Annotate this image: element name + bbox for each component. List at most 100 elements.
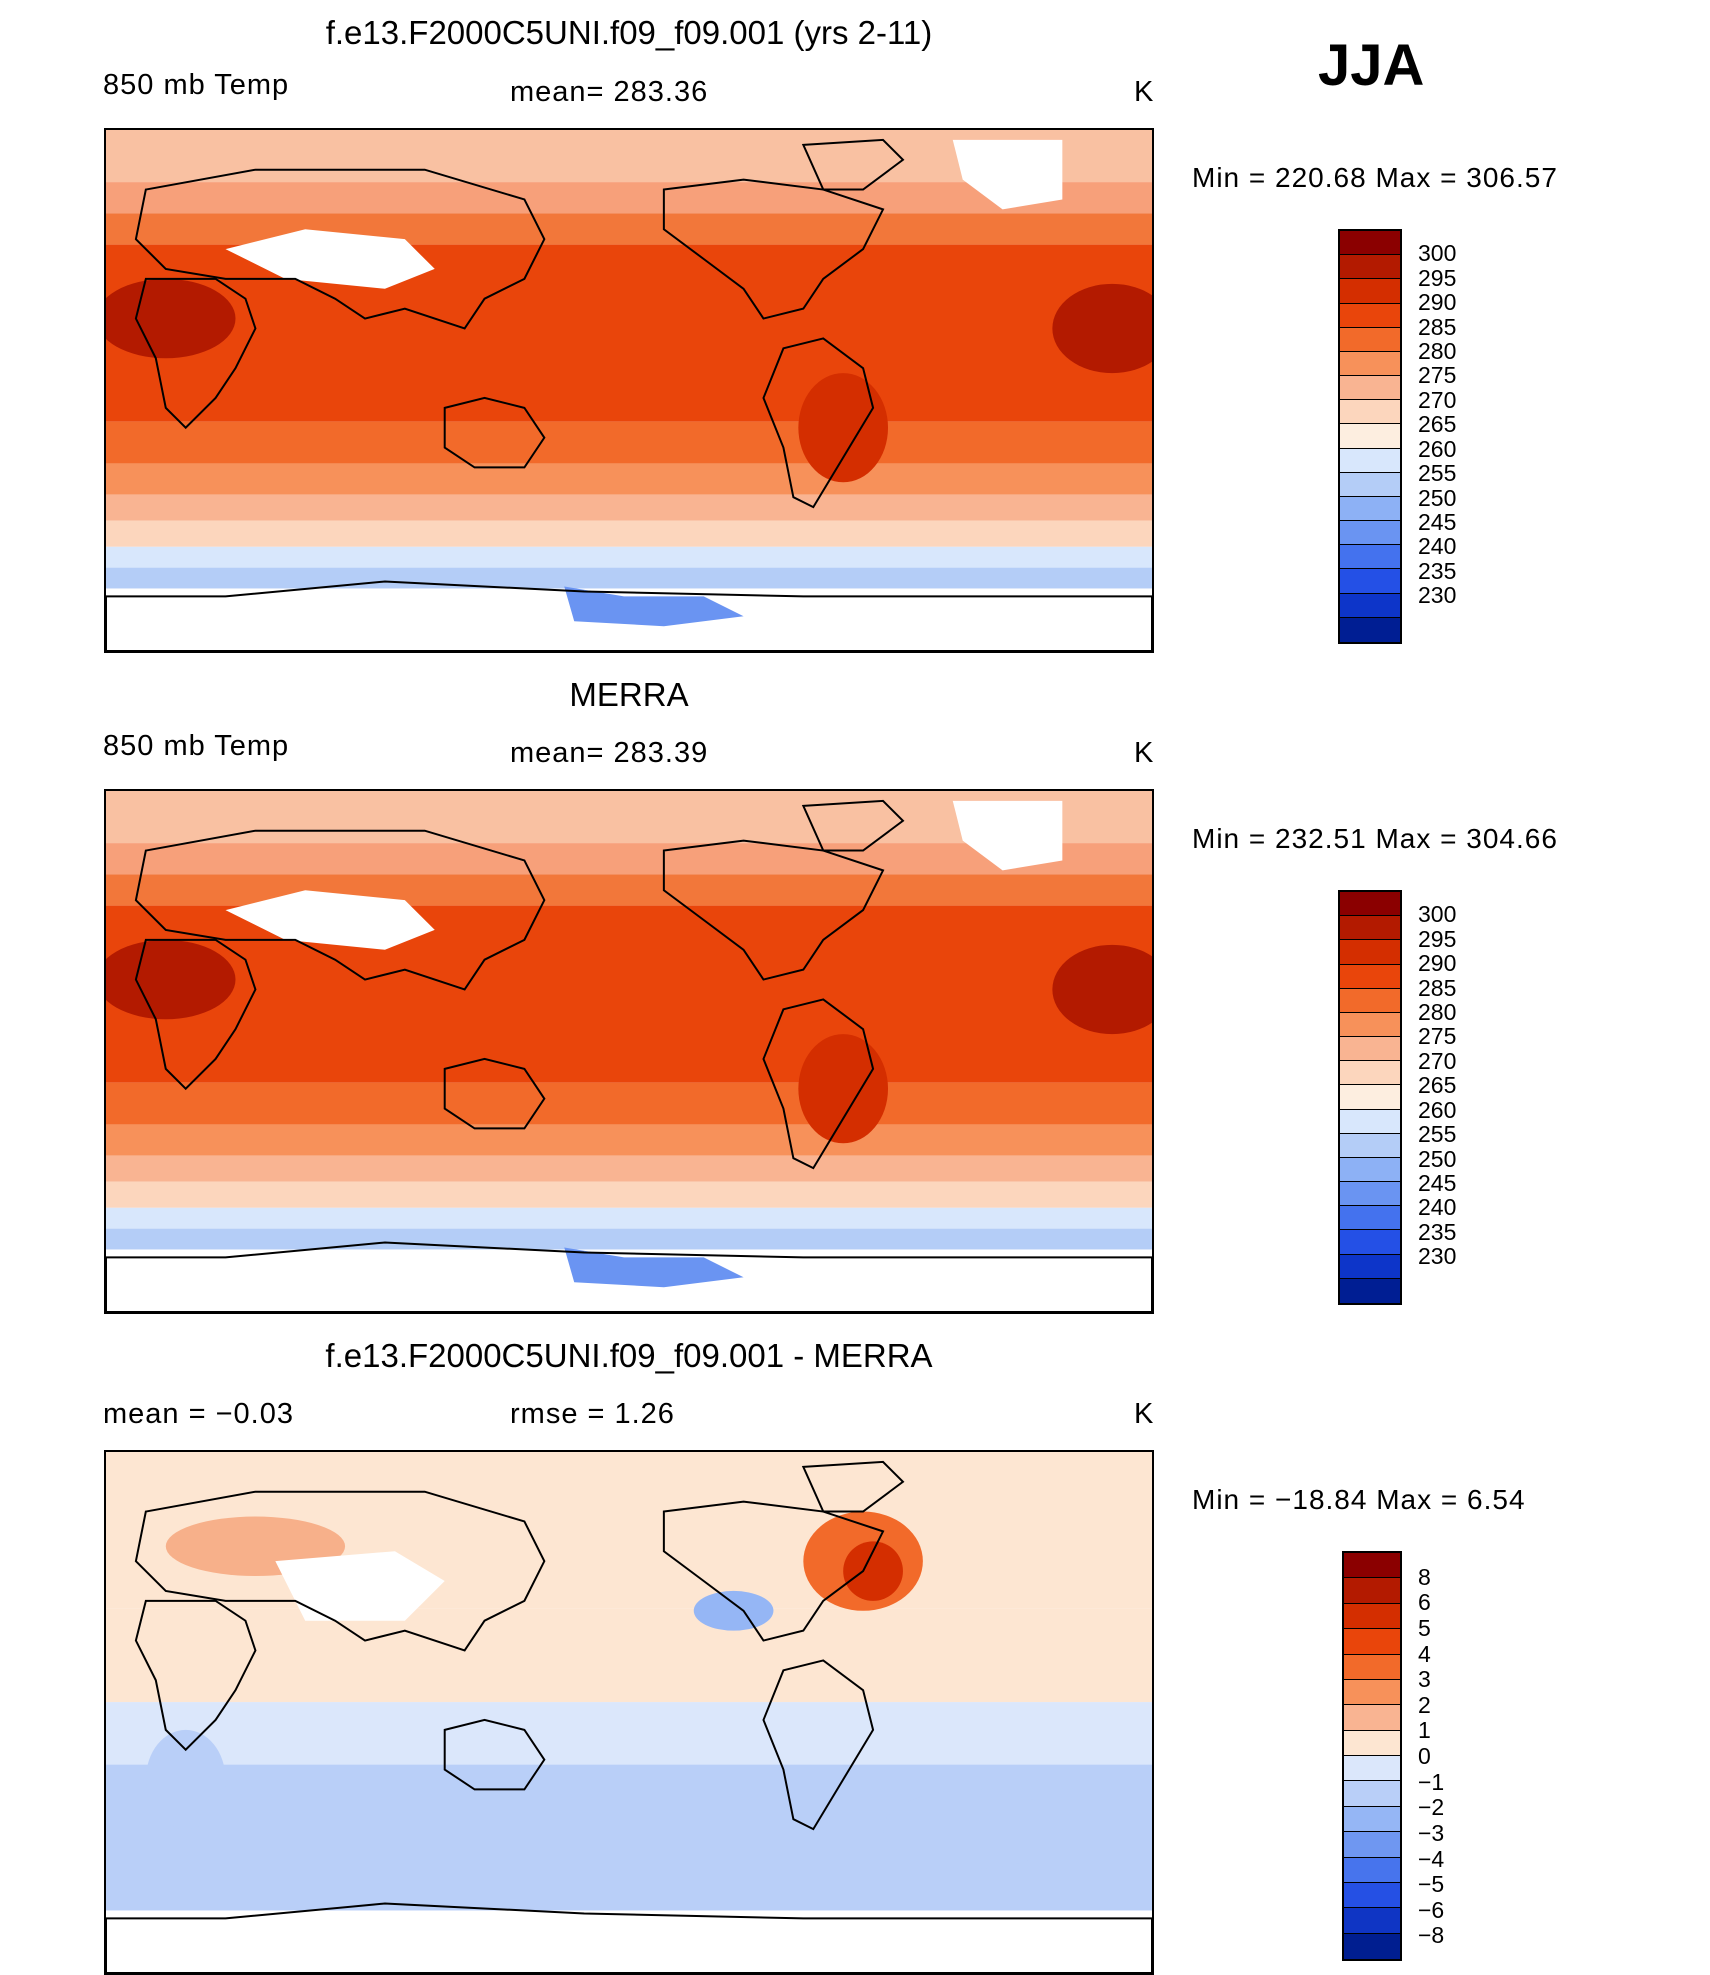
colorbar-tick-label: 300	[1418, 240, 1457, 267]
colorbar-swatch	[1344, 1603, 1400, 1630]
colorbar-swatch	[1340, 569, 1400, 594]
colorbar-swatch	[1344, 1832, 1400, 1858]
colorbar-swatch	[1344, 1857, 1400, 1883]
colorbar-tick-label: 295	[1418, 264, 1457, 291]
colorbar-swatch	[1340, 472, 1400, 497]
colorbar-tick-label: 260	[1418, 435, 1457, 462]
colorbar-swatch	[1340, 545, 1400, 570]
colorbar-swatch	[1340, 593, 1400, 618]
colorbar-swatch	[1344, 1756, 1400, 1782]
colorbar-swatch	[1340, 376, 1400, 401]
colorbar-tick-label: −6	[1418, 1896, 1445, 1923]
colorbar-swatch	[1340, 400, 1400, 425]
panel-2-title: MERRA	[569, 676, 689, 713]
colorbar-tick-label: 270	[1418, 386, 1457, 413]
colorbar-tick-label: 285	[1418, 974, 1457, 1001]
colorbar-tick-label: 235	[1418, 557, 1457, 584]
panel-2-variable-label: 850 mb Temp	[103, 730, 290, 762]
colorbar-tick-label: −2	[1418, 1794, 1445, 1821]
colorbar-swatch	[1344, 1679, 1400, 1706]
colorbar-swatch	[1340, 892, 1400, 917]
colorbar-swatch	[1340, 1133, 1400, 1158]
panel-3-minmax: Min = −18.84 Max = 6.54	[1192, 1484, 1526, 1515]
colorbar-swatch	[1344, 1578, 1400, 1604]
colorbar-tick-label: 290	[1418, 289, 1457, 316]
colorbar-swatch	[1340, 1278, 1400, 1303]
colorbar-tick-label: 250	[1418, 484, 1457, 511]
panel-2-units: K	[1134, 737, 1155, 769]
colorbar-swatch	[1340, 1085, 1400, 1110]
colorbar-tick-label: 0	[1418, 1743, 1431, 1769]
colorbar-swatch	[1340, 1037, 1400, 1062]
panel-2-minmax: Min = 232.51 Max = 304.66	[1192, 823, 1558, 854]
colorbar-swatch	[1340, 521, 1400, 546]
colorbar-swatch	[1344, 1705, 1400, 1731]
colorbar-tick-label: 275	[1418, 1023, 1457, 1050]
colorbar-tick-label: 8	[1418, 1563, 1431, 1590]
colorbar-tick-label: 2	[1418, 1691, 1431, 1718]
panel-1-units: K	[1134, 76, 1155, 108]
colorbar-swatch	[1340, 988, 1400, 1013]
colorbar-tick-label: 4	[1418, 1640, 1431, 1667]
colorbar-swatch	[1344, 1806, 1400, 1833]
colorbar-tick-label: −8	[1418, 1922, 1445, 1949]
colorbar-tick-label: 240	[1418, 533, 1457, 560]
colorbar-swatch	[1340, 279, 1400, 304]
panel-1-mean-label: mean= 283.36	[510, 76, 709, 108]
colorbar-swatch	[1344, 1933, 1400, 1959]
colorbar-tick-label: 250	[1418, 1145, 1457, 1172]
colorbar-swatch	[1340, 448, 1400, 473]
panel-1-colorbar	[1338, 229, 1402, 644]
colorbar-swatch	[1340, 1254, 1400, 1279]
colorbar-tick-label: 290	[1418, 950, 1457, 977]
colorbar-tick-label: 275	[1418, 362, 1457, 389]
colorbar-tick-label: 1	[1418, 1717, 1431, 1744]
season-label: JJA	[1318, 33, 1425, 98]
colorbar-swatch	[1344, 1629, 1400, 1655]
colorbar-swatch	[1340, 231, 1400, 256]
colorbar-swatch	[1344, 1882, 1400, 1909]
colorbar-swatch	[1340, 1206, 1400, 1231]
colorbar-tick-label: −5	[1418, 1871, 1445, 1898]
colorbar-tick-label: −4	[1418, 1845, 1445, 1872]
colorbar-swatch	[1340, 940, 1400, 965]
colorbar-tick-label: −3	[1418, 1819, 1445, 1846]
panel-2-mean-label: mean= 283.39	[510, 737, 709, 769]
colorbar-tick-label: 255	[1418, 460, 1457, 487]
colorbar-swatch	[1340, 303, 1400, 328]
colorbar-tick-label: 265	[1418, 1072, 1457, 1099]
colorbar-tick-label: 300	[1418, 901, 1457, 928]
panel-1-variable-label: 850 mb Temp	[103, 69, 290, 101]
colorbar-swatch	[1340, 617, 1400, 642]
colorbar-tick-label: −1	[1418, 1768, 1445, 1795]
panel-1-title: f.e13.F2000C5UNI.f09_f09.001 (yrs 2-11)	[325, 14, 933, 51]
panel-1-map	[104, 128, 1154, 653]
colorbar-tick-label: 265	[1418, 411, 1457, 438]
colorbar-swatch	[1340, 496, 1400, 522]
colorbar-tick-label: 5	[1418, 1614, 1431, 1641]
panel-3-mean-label: mean = −0.03	[103, 1398, 294, 1430]
panel-2-colorbar	[1338, 890, 1402, 1305]
colorbar-swatch	[1340, 1157, 1400, 1183]
colorbar-swatch	[1344, 1730, 1400, 1756]
colorbar-swatch	[1340, 964, 1400, 989]
panel-3-map	[104, 1450, 1154, 1975]
colorbar-swatch	[1340, 424, 1400, 449]
colorbar-tick-label: 240	[1418, 1194, 1457, 1221]
colorbar-swatch	[1340, 1230, 1400, 1255]
colorbar-tick-label: 285	[1418, 313, 1457, 340]
colorbar-swatch	[1340, 255, 1400, 280]
panel-2-map	[104, 789, 1154, 1314]
colorbar-tick-label: 295	[1418, 925, 1457, 952]
colorbar-swatch	[1344, 1654, 1400, 1680]
colorbar-swatch	[1340, 916, 1400, 941]
colorbar-tick-label: 230	[1418, 582, 1457, 609]
colorbar-tick-label: 270	[1418, 1047, 1457, 1074]
colorbar-tick-label: 245	[1418, 508, 1457, 535]
colorbar-tick-label: 3	[1418, 1666, 1431, 1693]
colorbar-swatch	[1340, 1012, 1400, 1038]
colorbar-swatch	[1344, 1908, 1400, 1934]
panel-3-title: f.e13.F2000C5UNI.f09_f09.001 - MERRA	[325, 1337, 933, 1374]
colorbar-swatch	[1340, 1061, 1400, 1086]
colorbar-swatch	[1344, 1781, 1400, 1807]
